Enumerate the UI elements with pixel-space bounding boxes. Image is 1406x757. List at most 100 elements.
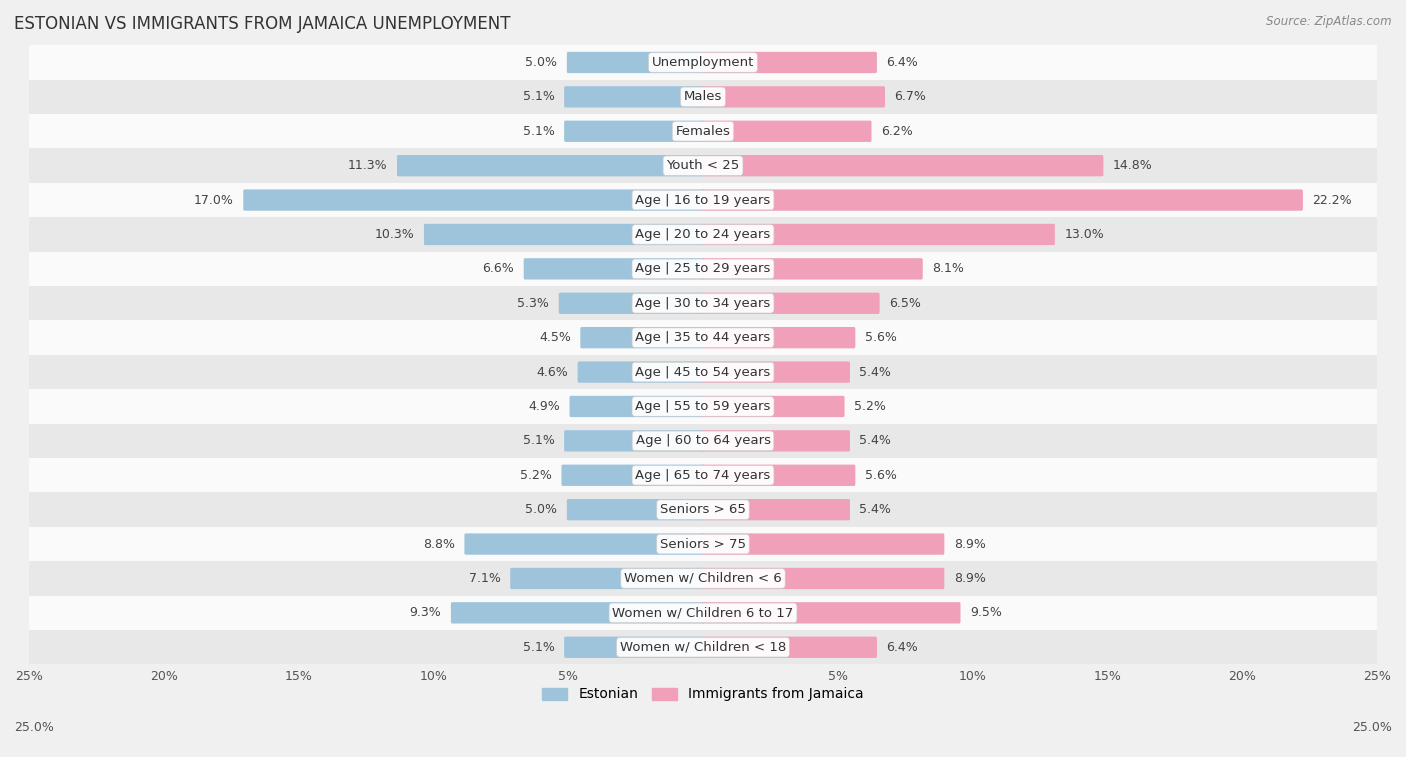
FancyBboxPatch shape xyxy=(702,568,945,589)
FancyBboxPatch shape xyxy=(702,51,877,73)
Text: 8.1%: 8.1% xyxy=(932,263,965,276)
FancyBboxPatch shape xyxy=(464,534,704,555)
Text: 13.0%: 13.0% xyxy=(1064,228,1104,241)
Text: 7.1%: 7.1% xyxy=(470,572,501,585)
Text: 5.6%: 5.6% xyxy=(865,469,897,481)
FancyBboxPatch shape xyxy=(702,258,922,279)
Bar xyxy=(30,286,1376,320)
FancyBboxPatch shape xyxy=(702,637,877,658)
FancyBboxPatch shape xyxy=(558,293,704,314)
Bar xyxy=(30,355,1376,389)
FancyBboxPatch shape xyxy=(702,396,845,417)
FancyBboxPatch shape xyxy=(569,396,704,417)
Bar xyxy=(30,389,1376,424)
Bar xyxy=(30,148,1376,183)
Text: 6.4%: 6.4% xyxy=(886,640,918,654)
FancyBboxPatch shape xyxy=(702,120,872,142)
Text: Youth < 25: Youth < 25 xyxy=(666,159,740,172)
Text: Women w/ Children 6 to 17: Women w/ Children 6 to 17 xyxy=(613,606,793,619)
FancyBboxPatch shape xyxy=(702,499,851,520)
Text: 5.2%: 5.2% xyxy=(520,469,553,481)
FancyBboxPatch shape xyxy=(564,86,704,107)
Bar xyxy=(30,183,1376,217)
Text: 5.4%: 5.4% xyxy=(859,503,891,516)
Text: 5.1%: 5.1% xyxy=(523,125,555,138)
FancyBboxPatch shape xyxy=(702,86,884,107)
FancyBboxPatch shape xyxy=(702,155,1104,176)
Text: 6.7%: 6.7% xyxy=(894,90,927,104)
Text: Women w/ Children < 6: Women w/ Children < 6 xyxy=(624,572,782,585)
Bar xyxy=(30,527,1376,561)
Text: 5.3%: 5.3% xyxy=(517,297,550,310)
Text: 14.8%: 14.8% xyxy=(1112,159,1153,172)
Text: 25.0%: 25.0% xyxy=(14,721,53,734)
FancyBboxPatch shape xyxy=(564,637,704,658)
Text: Age | 20 to 24 years: Age | 20 to 24 years xyxy=(636,228,770,241)
FancyBboxPatch shape xyxy=(396,155,704,176)
Text: Age | 16 to 19 years: Age | 16 to 19 years xyxy=(636,194,770,207)
Bar xyxy=(30,251,1376,286)
FancyBboxPatch shape xyxy=(702,430,851,451)
Text: ESTONIAN VS IMMIGRANTS FROM JAMAICA UNEMPLOYMENT: ESTONIAN VS IMMIGRANTS FROM JAMAICA UNEM… xyxy=(14,15,510,33)
Text: 4.6%: 4.6% xyxy=(537,366,568,378)
Text: Age | 45 to 54 years: Age | 45 to 54 years xyxy=(636,366,770,378)
Text: 9.3%: 9.3% xyxy=(409,606,441,619)
Bar xyxy=(30,561,1376,596)
Text: Age | 65 to 74 years: Age | 65 to 74 years xyxy=(636,469,770,481)
Bar xyxy=(30,458,1376,493)
Text: Seniors > 65: Seniors > 65 xyxy=(659,503,747,516)
Bar xyxy=(30,79,1376,114)
Text: 6.2%: 6.2% xyxy=(882,125,912,138)
Text: Age | 60 to 64 years: Age | 60 to 64 years xyxy=(636,435,770,447)
Bar xyxy=(30,114,1376,148)
FancyBboxPatch shape xyxy=(564,120,704,142)
Text: Age | 35 to 44 years: Age | 35 to 44 years xyxy=(636,331,770,344)
Bar xyxy=(30,630,1376,665)
Text: Unemployment: Unemployment xyxy=(652,56,754,69)
FancyBboxPatch shape xyxy=(578,361,704,383)
Text: Seniors > 75: Seniors > 75 xyxy=(659,537,747,550)
Text: 5.0%: 5.0% xyxy=(526,56,557,69)
Text: 9.5%: 9.5% xyxy=(970,606,1002,619)
Text: 11.3%: 11.3% xyxy=(347,159,388,172)
Text: Males: Males xyxy=(683,90,723,104)
Text: 5.6%: 5.6% xyxy=(865,331,897,344)
Text: 25.0%: 25.0% xyxy=(1353,721,1392,734)
FancyBboxPatch shape xyxy=(702,293,880,314)
Text: 5.1%: 5.1% xyxy=(523,640,555,654)
Text: 5.4%: 5.4% xyxy=(859,366,891,378)
FancyBboxPatch shape xyxy=(243,189,704,210)
Text: 6.6%: 6.6% xyxy=(482,263,515,276)
Bar xyxy=(30,493,1376,527)
FancyBboxPatch shape xyxy=(702,534,945,555)
FancyBboxPatch shape xyxy=(523,258,704,279)
Text: 5.2%: 5.2% xyxy=(853,400,886,413)
Text: 6.4%: 6.4% xyxy=(886,56,918,69)
Text: 5.4%: 5.4% xyxy=(859,435,891,447)
Text: Age | 55 to 59 years: Age | 55 to 59 years xyxy=(636,400,770,413)
Text: Women w/ Children < 18: Women w/ Children < 18 xyxy=(620,640,786,654)
Legend: Estonian, Immigrants from Jamaica: Estonian, Immigrants from Jamaica xyxy=(537,682,869,707)
FancyBboxPatch shape xyxy=(581,327,704,348)
Text: 4.5%: 4.5% xyxy=(538,331,571,344)
Text: 22.2%: 22.2% xyxy=(1312,194,1353,207)
FancyBboxPatch shape xyxy=(567,499,704,520)
FancyBboxPatch shape xyxy=(702,327,855,348)
Bar xyxy=(30,424,1376,458)
Text: Source: ZipAtlas.com: Source: ZipAtlas.com xyxy=(1267,15,1392,28)
Text: 10.3%: 10.3% xyxy=(375,228,415,241)
FancyBboxPatch shape xyxy=(702,224,1054,245)
FancyBboxPatch shape xyxy=(702,361,851,383)
Text: 6.5%: 6.5% xyxy=(889,297,921,310)
Text: 5.1%: 5.1% xyxy=(523,435,555,447)
FancyBboxPatch shape xyxy=(561,465,704,486)
FancyBboxPatch shape xyxy=(425,224,704,245)
FancyBboxPatch shape xyxy=(702,603,960,624)
Text: 8.8%: 8.8% xyxy=(423,537,456,550)
Bar xyxy=(30,217,1376,251)
Bar xyxy=(30,320,1376,355)
Text: 4.9%: 4.9% xyxy=(529,400,560,413)
Text: 8.9%: 8.9% xyxy=(953,572,986,585)
Text: Females: Females xyxy=(675,125,731,138)
Text: 5.0%: 5.0% xyxy=(526,503,557,516)
